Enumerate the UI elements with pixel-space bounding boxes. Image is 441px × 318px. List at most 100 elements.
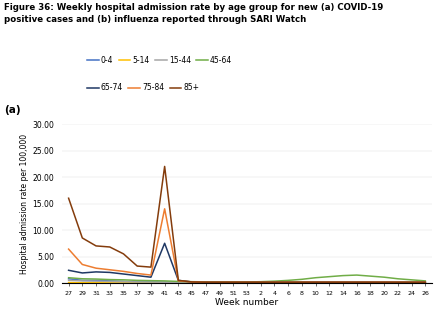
45-64: [354, 273, 359, 277]
5-14: [121, 281, 126, 285]
5-14: [66, 281, 71, 285]
5-14: [80, 281, 85, 285]
Line: 75-84: 75-84: [69, 209, 425, 282]
0-4: [313, 281, 318, 285]
75-84: [135, 272, 140, 275]
0-4: [66, 277, 71, 281]
45-64: [121, 278, 126, 282]
15-44: [190, 280, 195, 284]
5-14: [231, 281, 236, 285]
85+: [244, 280, 250, 284]
75-84: [285, 280, 291, 284]
75-84: [368, 280, 373, 284]
65-74: [381, 280, 387, 284]
5-14: [354, 281, 359, 285]
5-14: [258, 281, 263, 285]
75-84: [93, 266, 99, 270]
5-14: [313, 281, 318, 285]
45-64: [231, 280, 236, 284]
15-44: [409, 280, 414, 284]
75-84: [203, 280, 209, 284]
45-64: [285, 279, 291, 282]
85+: [272, 280, 277, 284]
65-74: [203, 280, 209, 284]
65-74: [107, 271, 112, 274]
75-84: [354, 280, 359, 284]
65-74: [135, 274, 140, 278]
0-4: [299, 281, 304, 285]
85+: [121, 252, 126, 256]
65-74: [217, 280, 222, 284]
65-74: [395, 280, 400, 284]
Y-axis label: Hospital admission rate per 100,000: Hospital admission rate per 100,000: [20, 134, 30, 273]
Line: 85+: 85+: [69, 166, 425, 282]
45-64: [148, 279, 153, 283]
65-74: [244, 280, 250, 284]
65-74: [66, 268, 71, 272]
75-84: [258, 280, 263, 284]
75-84: [162, 207, 167, 211]
65-74: [285, 280, 291, 284]
45-64: [203, 280, 209, 284]
45-64: [409, 278, 414, 282]
5-14: [135, 281, 140, 285]
0-4: [354, 281, 359, 285]
85+: [66, 196, 71, 200]
0-4: [395, 281, 400, 285]
45-64: [135, 279, 140, 282]
85+: [148, 265, 153, 269]
75-84: [381, 280, 387, 284]
85+: [203, 280, 209, 284]
0-4: [258, 281, 263, 285]
5-14: [244, 281, 250, 285]
0-4: [176, 280, 181, 284]
5-14: [395, 281, 400, 285]
85+: [217, 280, 222, 284]
45-64: [176, 280, 181, 283]
0-4: [368, 281, 373, 285]
15-44: [244, 280, 250, 284]
45-64: [66, 276, 71, 280]
85+: [93, 244, 99, 248]
5-14: [93, 281, 99, 285]
85+: [422, 280, 428, 284]
0-4: [244, 281, 250, 285]
0-4: [422, 281, 428, 285]
0-4: [93, 279, 99, 282]
5-14: [148, 281, 153, 285]
65-74: [340, 280, 346, 284]
5-14: [381, 281, 387, 285]
85+: [395, 280, 400, 284]
65-74: [80, 271, 85, 275]
45-64: [217, 280, 222, 284]
75-84: [313, 280, 318, 284]
75-84: [272, 280, 277, 284]
75-84: [327, 280, 332, 284]
85+: [299, 280, 304, 284]
0-4: [190, 281, 195, 285]
5-14: [299, 281, 304, 285]
45-64: [162, 279, 167, 283]
65-74: [176, 279, 181, 282]
5-14: [368, 281, 373, 285]
65-74: [272, 280, 277, 284]
15-44: [422, 280, 428, 284]
45-64: [244, 280, 250, 284]
45-64: [422, 279, 428, 283]
0-4: [135, 280, 140, 284]
0-4: [148, 280, 153, 284]
5-14: [190, 281, 195, 285]
15-44: [381, 280, 387, 284]
15-44: [135, 280, 140, 284]
75-84: [121, 269, 126, 273]
45-64: [327, 275, 332, 279]
15-44: [299, 280, 304, 284]
Legend: 65-74, 75-84, 85+: 65-74, 75-84, 85+: [84, 80, 202, 95]
85+: [409, 280, 414, 284]
65-74: [190, 280, 195, 284]
75-84: [340, 280, 346, 284]
5-14: [285, 281, 291, 285]
X-axis label: Week number: Week number: [215, 298, 279, 308]
65-74: [313, 280, 318, 284]
0-4: [121, 280, 126, 283]
